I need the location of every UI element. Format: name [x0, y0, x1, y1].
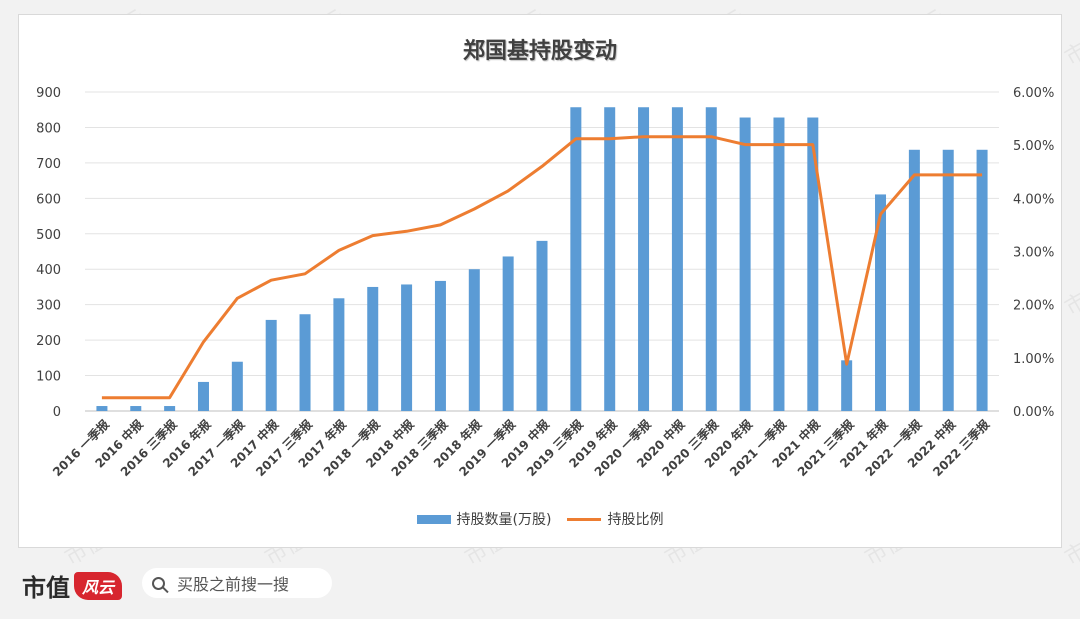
bar [807, 117, 819, 412]
legend-bar-label: 持股数量(万股) [456, 512, 552, 528]
y-left-tick-label: 300 [36, 299, 61, 314]
y-left-tick-label: 0 [53, 405, 61, 420]
y-left-tick-label: 200 [36, 334, 61, 349]
legend-line-swatch [567, 517, 602, 521]
y-left-tick-label: 400 [36, 263, 61, 278]
chart-card: 郑国基持股变动 0 100 200 300 400 500 600 700 800 900 0.00… [18, 14, 1062, 548]
bar [638, 107, 650, 411]
series-line [101, 135, 983, 400]
brand-text: 市值 [22, 574, 70, 602]
y-right-tick-label: 1.00% [1013, 352, 1054, 367]
y-right-tick-label: 6.00% [1013, 86, 1054, 101]
chart-title: 郑国基持股变动 [462, 39, 617, 64]
bar [231, 361, 243, 411]
y-right-tick-label: 5.00% [1013, 139, 1054, 154]
legend-line-label: 持股比例 [607, 512, 664, 528]
brand[interactable]: 市值 风云 [22, 568, 122, 603]
bar [502, 256, 514, 411]
y-left-tick-label: 500 [36, 228, 61, 243]
bar [367, 286, 379, 411]
bar [130, 406, 142, 411]
bar [976, 149, 988, 411]
bar [401, 284, 413, 411]
y-right-tick-label: 3.00% [1013, 246, 1054, 261]
y-left-tick-label: 100 [36, 370, 61, 385]
bar [434, 280, 446, 411]
bar [739, 117, 751, 412]
y-left-tick-label: 900 [36, 86, 61, 101]
bar [96, 406, 108, 411]
search-icon [152, 576, 165, 590]
y-left-tick-label: 600 [36, 192, 61, 207]
bar [705, 107, 717, 411]
search-text: 买股之前搜一搜 [177, 575, 290, 594]
bar [908, 149, 920, 411]
bar [333, 298, 345, 411]
y-right-tick-label: 4.00% [1013, 192, 1054, 207]
bar [671, 107, 683, 411]
bar [265, 319, 277, 411]
legend-bar-swatch [416, 514, 451, 524]
chart-legend: 持股数量(万股) 持股比例 [19, 509, 1061, 529]
legend-item-line: 持股比例 [567, 509, 663, 529]
bar [773, 117, 785, 412]
combo-chart: 0 100 200 300 400 500 600 700 800 900 0.00% 1.00% 2.… [36, 86, 1054, 479]
bar [570, 107, 582, 411]
brand-logo: 风云 [74, 571, 122, 600]
bar [536, 240, 548, 411]
bar [604, 107, 616, 411]
y-right-tick-label: 0.00% [1013, 405, 1054, 420]
y-left-tick-label: 800 [36, 121, 61, 136]
bar [942, 149, 954, 411]
bar [875, 194, 887, 411]
footer-bar: 市值 风云 买股之前搜一搜 [0, 556, 1080, 619]
bar [468, 269, 480, 411]
y-left-tick-label: 700 [36, 157, 61, 172]
bar [164, 406, 176, 411]
y-right-tick-label: 2.00% [1013, 299, 1054, 314]
bar [197, 381, 209, 411]
legend-item-bar: 持股数量(万股) [416, 509, 552, 529]
search-box[interactable]: 买股之前搜一搜 [142, 568, 332, 598]
bar [841, 360, 853, 411]
bar [299, 314, 311, 411]
